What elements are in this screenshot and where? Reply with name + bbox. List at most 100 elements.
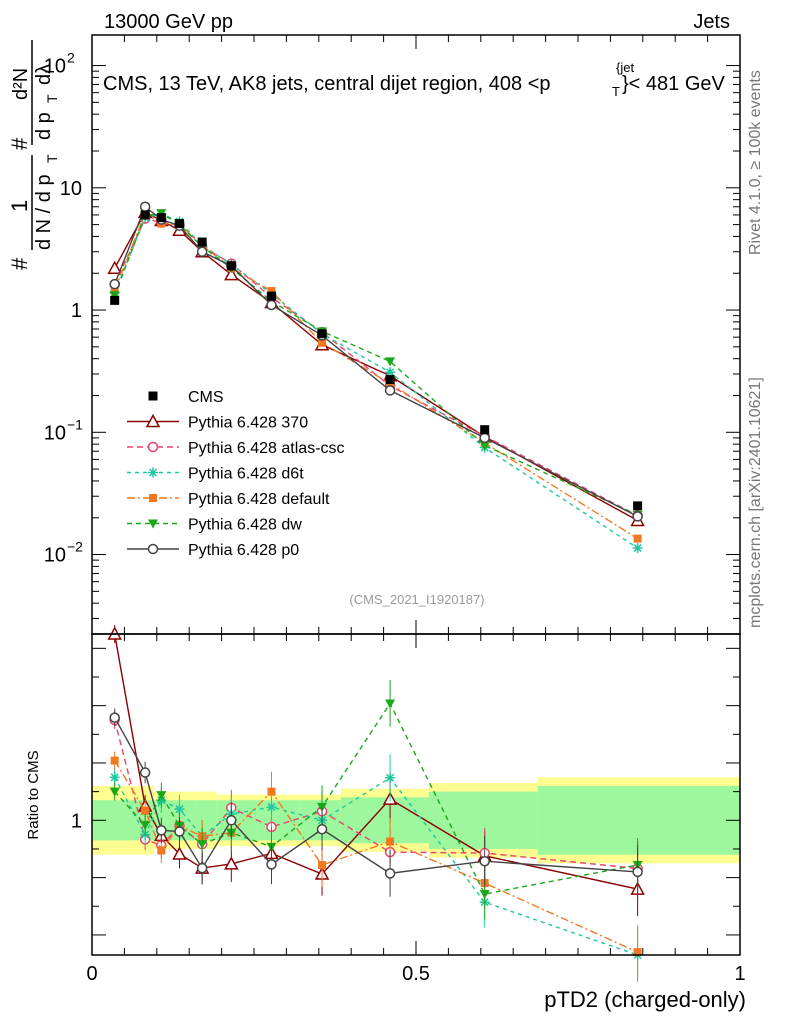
svg-text:#: # xyxy=(7,137,32,150)
ratio-point xyxy=(479,855,490,867)
data-point xyxy=(384,385,396,396)
cms-data-point xyxy=(197,237,207,247)
legend-entry: Pythia 6.428 atlas-csc xyxy=(127,440,345,457)
cms-series xyxy=(110,210,643,511)
legend-label: Pythia 6.428 atlas-csc xyxy=(188,440,345,457)
y-tick-label: 10 xyxy=(44,422,66,444)
svg-text:T: T xyxy=(44,154,60,163)
data-point xyxy=(479,441,490,451)
svg-text:d p: d p xyxy=(33,112,55,140)
ratio-point xyxy=(318,861,327,870)
y-tick-exponent: −2 xyxy=(67,539,83,555)
legend-entry: Pythia 6.428 default xyxy=(127,491,330,508)
ratio-point xyxy=(385,772,396,783)
title-superscript: {jet xyxy=(616,60,634,75)
ratio-band-inner xyxy=(537,785,740,855)
y-tick-label: 10 xyxy=(44,56,66,78)
legend-marker xyxy=(148,391,158,401)
ratio-line xyxy=(114,760,638,953)
ratio-point xyxy=(109,787,120,797)
legend-marker xyxy=(148,519,158,529)
legend-marker xyxy=(149,494,157,502)
ratio-point xyxy=(174,826,185,837)
ratio-point xyxy=(316,824,328,835)
cms-data-point xyxy=(633,501,643,511)
svg-text:d²N: d²N xyxy=(10,68,32,100)
legend-label: Pythia 6.428 d6t xyxy=(188,466,304,483)
x-tick-label: 1 xyxy=(734,963,745,985)
ratio-point xyxy=(139,767,151,778)
ratio-plot-series xyxy=(107,625,645,982)
data-point xyxy=(224,267,239,281)
data-point xyxy=(633,534,642,543)
cms-data-point xyxy=(317,329,327,339)
ratio-point xyxy=(384,868,396,879)
x-tick-label: 0.5 xyxy=(402,963,430,985)
ratio-point xyxy=(174,804,185,815)
x-axis-label: pTD2 (charged-only) xyxy=(544,987,746,1012)
cms-data-point xyxy=(110,295,120,305)
legend-entry: CMS xyxy=(148,389,224,406)
svg-text:#: # xyxy=(7,257,32,270)
ratio-series-0 xyxy=(107,625,645,917)
ratio-point xyxy=(386,837,395,846)
ratio-point xyxy=(157,846,166,855)
data-point xyxy=(107,260,122,274)
y-tick-label: 10 xyxy=(60,178,82,200)
ratio-point xyxy=(156,825,167,836)
cms-data-point xyxy=(156,213,166,223)
data-point xyxy=(267,287,276,296)
legend-marker xyxy=(147,441,159,453)
legend-entry: Pythia 6.428 p0 xyxy=(127,542,299,559)
x-tick-label: 0 xyxy=(86,963,97,985)
ratio-band-inner xyxy=(428,791,538,849)
cms-data-point xyxy=(140,210,150,220)
ratio-point xyxy=(633,948,642,957)
data-point xyxy=(632,543,643,554)
ratio-point xyxy=(266,859,277,870)
legend-label: Pythia 6.428 dw xyxy=(188,517,302,534)
ratio-point xyxy=(224,856,239,870)
data-point xyxy=(110,286,119,295)
cms-data-point xyxy=(266,291,276,301)
data-point xyxy=(109,291,120,301)
analysis-tag: (CMS_2021_I1920187) xyxy=(349,592,484,607)
ratio-point xyxy=(156,791,167,801)
title-main: CMS, 13 TeV, AK8 jets, central dijet reg… xyxy=(103,73,551,95)
legend-label: Pythia 6.428 p0 xyxy=(188,542,299,559)
ratio-point xyxy=(226,815,237,826)
ratio-point xyxy=(141,806,150,815)
cms-data-point xyxy=(174,219,184,229)
data-point xyxy=(318,338,327,347)
ratio-point xyxy=(632,866,643,878)
ratio-point xyxy=(317,802,328,812)
ratio-point xyxy=(197,840,208,850)
header-energy: 13000 GeV pp xyxy=(104,11,233,33)
header-category: Jets xyxy=(693,11,730,33)
data-point xyxy=(479,432,490,444)
ratio-point xyxy=(267,787,276,796)
title-subscript: T xyxy=(612,84,620,99)
data-point xyxy=(632,511,643,522)
ratio-series-5 xyxy=(109,708,643,899)
cms-data-point xyxy=(480,425,490,435)
plot-title: CMS, 13 TeV, AK8 jets, central dijet reg… xyxy=(103,60,726,99)
ratio-point xyxy=(172,846,187,860)
svg-text:T: T xyxy=(44,94,60,103)
legend-label: CMS xyxy=(188,389,224,406)
legend: CMS Pythia 6.428 370 Pythia 6.428 atlas-cs… xyxy=(127,389,345,559)
ratio-point xyxy=(196,862,208,874)
legend-label: Pythia 6.428 370 xyxy=(188,415,308,432)
y-tick-exponent: 2 xyxy=(67,50,75,66)
legend-entry: Pythia 6.428 370 xyxy=(127,413,308,432)
ratio-y-axis-label: Ratio to CMS xyxy=(25,750,42,839)
data-point xyxy=(266,299,277,311)
legend-marker xyxy=(148,467,158,478)
data-point xyxy=(109,278,120,290)
data-point xyxy=(139,201,151,212)
ratio-band-inner xyxy=(257,800,300,841)
legend-label: Pythia 6.428 default xyxy=(188,491,330,508)
main-y-axis-label: # 1 d N / d p T # d²N d p T dλ xyxy=(7,40,60,270)
ratio-point xyxy=(385,699,396,709)
